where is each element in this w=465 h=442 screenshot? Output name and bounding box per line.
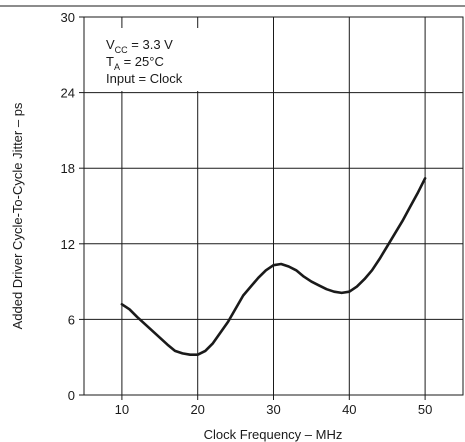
y-axis-title: Added Driver Cycle-To-Cycle Jitter – ps bbox=[10, 102, 25, 329]
x-axis-title: Clock Frequency – MHz bbox=[204, 427, 343, 442]
annotation-input: Input = Clock bbox=[106, 71, 183, 86]
series-line bbox=[120, 177, 427, 356]
y-tick-label: 24 bbox=[61, 86, 75, 101]
tick-labels: 10 20 30 40 50 0 6 12 18 24 30 bbox=[61, 10, 433, 417]
y-tick-label: 30 bbox=[61, 10, 75, 25]
y-tick-label: 6 bbox=[68, 312, 75, 327]
x-tick-label: 40 bbox=[342, 402, 356, 417]
y-tick-label: 0 bbox=[68, 388, 75, 403]
y-tick-label: 18 bbox=[61, 161, 75, 176]
annotation-vcc: VCC = 3.3 V bbox=[106, 37, 173, 55]
x-tick-label: 20 bbox=[190, 402, 204, 417]
annotation-ta: TA = 25°C bbox=[106, 54, 164, 72]
x-tick-label: 30 bbox=[266, 402, 280, 417]
x-tick-label: 50 bbox=[418, 402, 432, 417]
data-series bbox=[120, 177, 427, 356]
annotation-box bbox=[96, 28, 216, 91]
y-tick-label: 12 bbox=[61, 237, 75, 252]
x-tick-label: 10 bbox=[115, 402, 129, 417]
